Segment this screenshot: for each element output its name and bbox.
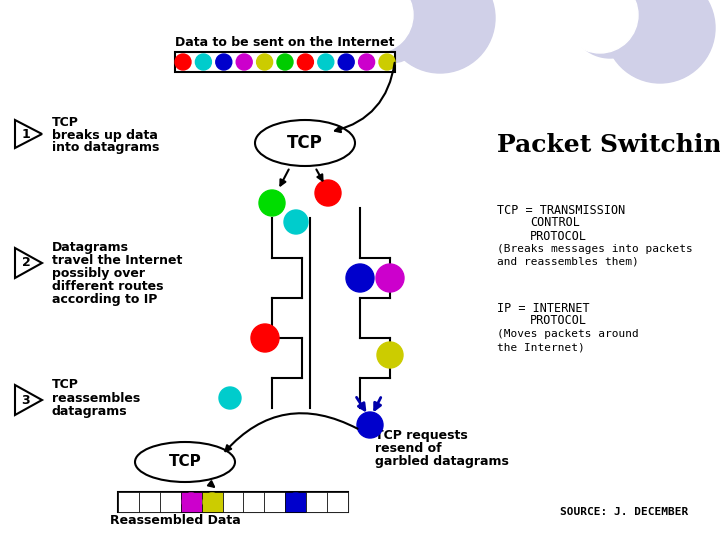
Polygon shape [15, 385, 42, 415]
Text: resend of: resend of [375, 442, 441, 455]
Bar [264, 492, 285, 512]
Circle shape [359, 54, 374, 70]
Text: garbled datagrams: garbled datagrams [375, 455, 509, 468]
Text: Reassembled Data: Reassembled Data [109, 514, 240, 526]
Text: Packet Switching: Packet Switching [497, 133, 720, 157]
Circle shape [377, 342, 403, 368]
Circle shape [605, 0, 715, 83]
Circle shape [376, 264, 404, 292]
Text: TCP: TCP [52, 116, 79, 129]
Bar [139, 492, 160, 512]
Text: SOURCE: J. DECEMBER: SOURCE: J. DECEMBER [560, 507, 688, 517]
Text: reassembles: reassembles [52, 392, 140, 404]
Circle shape [256, 54, 273, 70]
Text: 1: 1 [22, 127, 30, 140]
Circle shape [203, 493, 221, 511]
Circle shape [315, 180, 341, 206]
Circle shape [175, 54, 191, 70]
Bar [243, 492, 264, 512]
Text: into datagrams: into datagrams [52, 141, 159, 154]
Text: travel the Internet: travel the Internet [52, 253, 182, 267]
Text: datagrams: datagrams [52, 404, 127, 417]
Text: IP = INTERNET: IP = INTERNET [497, 301, 590, 314]
Circle shape [216, 54, 232, 70]
Polygon shape [15, 248, 42, 278]
Circle shape [338, 54, 354, 70]
Bar [118, 492, 139, 512]
Circle shape [219, 387, 241, 409]
Text: (Breaks messages into packets: (Breaks messages into packets [497, 244, 693, 254]
Bar [222, 492, 243, 512]
Bar [285, 492, 306, 512]
Text: possibly over: possibly over [52, 267, 145, 280]
Circle shape [259, 190, 285, 216]
Text: TCP: TCP [52, 379, 79, 392]
Text: TCP requests: TCP requests [375, 429, 468, 442]
Ellipse shape [255, 120, 355, 166]
Bar [202, 492, 222, 512]
Text: Datagrams: Datagrams [52, 240, 129, 253]
Text: according to IP: according to IP [52, 293, 158, 306]
Text: PROTOCOL: PROTOCOL [530, 230, 587, 242]
Circle shape [357, 412, 383, 438]
Bar [306, 492, 327, 512]
Text: 2: 2 [22, 256, 30, 269]
Circle shape [562, 0, 638, 53]
Circle shape [352, 0, 428, 63]
Bar [327, 492, 348, 512]
Circle shape [385, 0, 495, 73]
Circle shape [287, 493, 305, 511]
Circle shape [346, 264, 374, 292]
Circle shape [379, 54, 395, 70]
Text: CONTROL: CONTROL [530, 217, 580, 230]
Text: different routes: different routes [52, 280, 163, 293]
Text: (Moves packets around: (Moves packets around [497, 329, 639, 339]
Text: TCP: TCP [168, 455, 202, 469]
Text: and reassembles them): and reassembles them) [497, 256, 639, 266]
Bar [175, 52, 395, 72]
Text: breaks up data: breaks up data [52, 129, 158, 141]
Bar [160, 492, 181, 512]
Text: TCP: TCP [287, 134, 323, 152]
Text: the Internet): the Internet) [497, 342, 585, 352]
Circle shape [277, 54, 293, 70]
Circle shape [284, 210, 308, 234]
Circle shape [251, 324, 279, 352]
Bar [118, 492, 348, 512]
Circle shape [318, 54, 334, 70]
Polygon shape [15, 120, 42, 148]
Circle shape [297, 54, 313, 70]
Circle shape [182, 493, 200, 511]
Bar [181, 492, 202, 512]
Text: TCP = TRANSMISSION: TCP = TRANSMISSION [497, 204, 625, 217]
Circle shape [570, 0, 650, 58]
Circle shape [236, 54, 252, 70]
Text: PROTOCOL: PROTOCOL [530, 314, 587, 327]
Text: Data to be sent on the Internet: Data to be sent on the Internet [175, 36, 395, 49]
Circle shape [195, 54, 212, 70]
Text: 3: 3 [22, 394, 30, 407]
Circle shape [337, 0, 413, 53]
Ellipse shape [135, 442, 235, 482]
